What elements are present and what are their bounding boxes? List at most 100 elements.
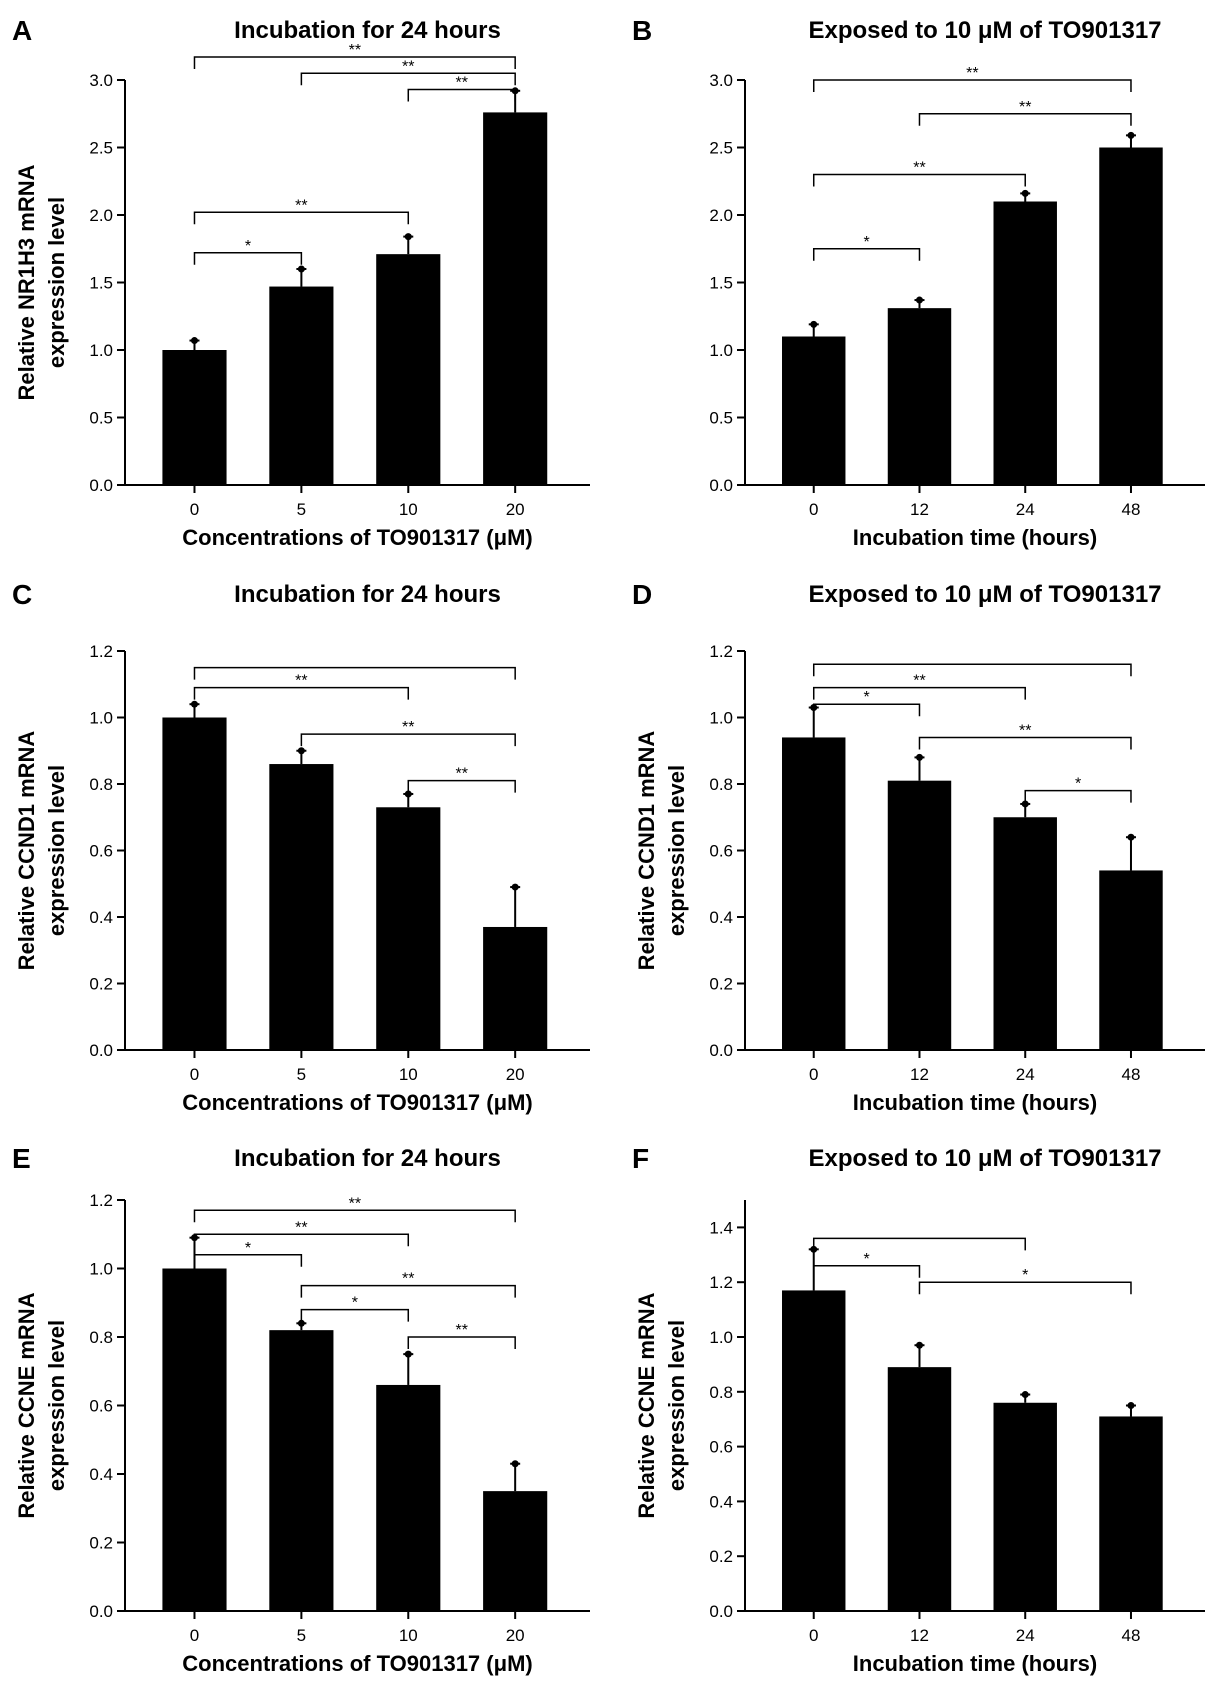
significance-bracket bbox=[812, 703, 921, 717]
significance-bracket bbox=[300, 72, 516, 86]
significance-bracket bbox=[918, 113, 1132, 126]
x-tick-label: 5 bbox=[297, 500, 306, 519]
error-dot bbox=[1127, 1402, 1135, 1409]
error-dot bbox=[404, 1350, 412, 1358]
y-axis-label: Relative CCND1 mRNA bbox=[634, 731, 659, 971]
chart-title: Exposed to 10 μM of TO901317 bbox=[808, 581, 1161, 608]
significance-bracket bbox=[300, 1308, 410, 1322]
y-tick-label: 1.0 bbox=[709, 1328, 733, 1347]
panel-letter: E bbox=[12, 1143, 31, 1174]
y-axis-label: Relative CCNE mRNA bbox=[14, 1292, 39, 1518]
significance-label: * bbox=[245, 1240, 251, 1257]
significance-label: ** bbox=[402, 58, 414, 75]
x-tick-label: 5 bbox=[297, 1065, 306, 1084]
significance-bracket bbox=[918, 736, 1132, 750]
y-axis-label: Relative NR1H3 mRNA bbox=[14, 164, 39, 400]
x-tick-label: 0 bbox=[190, 500, 199, 519]
y-tick-label: 0.5 bbox=[709, 409, 733, 428]
significance-bracket bbox=[812, 79, 1132, 92]
bar bbox=[887, 1367, 952, 1611]
error-dot bbox=[1127, 833, 1135, 841]
y-tick-label: 2.5 bbox=[709, 139, 733, 158]
x-tick-label: 0 bbox=[190, 1626, 199, 1645]
y-tick-label: 0.4 bbox=[89, 908, 113, 927]
y-tick-label: 1.2 bbox=[709, 642, 733, 661]
x-axis-label: Concentrations of TO901317 (μM) bbox=[182, 525, 532, 550]
y-tick-label: 0.0 bbox=[89, 1041, 113, 1060]
y-tick-label: 0.2 bbox=[89, 975, 113, 994]
x-tick-label: 24 bbox=[1016, 1626, 1035, 1645]
x-axis-label: Concentrations of TO901317 (μM) bbox=[182, 1090, 532, 1115]
significance-bracket bbox=[193, 686, 410, 700]
panel-d: D Exposed to 10 μM of TO901317 0.0 0.2 0.4 0.… bbox=[632, 579, 1205, 1115]
panel-letter: D bbox=[632, 579, 652, 610]
y-tick-label: 1.0 bbox=[709, 341, 733, 360]
x-tick-label: 20 bbox=[506, 1065, 525, 1084]
y-tick-label: 0.2 bbox=[89, 1534, 113, 1553]
bar bbox=[782, 1290, 846, 1611]
x-tick-label: 24 bbox=[1016, 1065, 1035, 1084]
bar bbox=[269, 286, 334, 485]
significance-label: ** bbox=[295, 197, 307, 214]
error-dot bbox=[915, 1341, 923, 1349]
error-dot bbox=[297, 1319, 305, 1327]
y-tick-label: 0.4 bbox=[89, 1465, 113, 1484]
y-tick-label: 0.8 bbox=[89, 1328, 113, 1347]
significance-label: ** bbox=[455, 74, 467, 91]
significance-label: ** bbox=[349, 42, 361, 59]
y-tick-label: 2.0 bbox=[709, 206, 733, 225]
error-dot bbox=[1127, 131, 1135, 139]
bar bbox=[162, 350, 227, 485]
panel-letter: B bbox=[632, 15, 652, 46]
error-dot bbox=[297, 265, 305, 273]
x-tick-label: 0 bbox=[809, 1626, 818, 1645]
error-dot bbox=[404, 233, 412, 241]
significance-bracket bbox=[407, 779, 516, 793]
y-tick-label: 0.8 bbox=[709, 1383, 733, 1402]
significance-label: ** bbox=[402, 719, 414, 736]
significance-label: ** bbox=[455, 1322, 467, 1339]
y-axis-label: Relative CCND1 mRNA bbox=[14, 731, 39, 971]
x-tick-label: 10 bbox=[399, 1626, 418, 1645]
significance-label: ** bbox=[295, 673, 307, 690]
bar bbox=[162, 717, 227, 1050]
bar bbox=[269, 1330, 334, 1611]
bar bbox=[376, 254, 441, 485]
y-tick-label: 0.6 bbox=[709, 842, 733, 861]
panel-c: C Incubation for 24 hours 0.0 0.2 0.4 0.6 0.8 1… bbox=[12, 579, 590, 1115]
x-tick-label: 20 bbox=[506, 1626, 525, 1645]
bar bbox=[162, 1268, 227, 1611]
chart-title: Incubation for 24 hours bbox=[234, 1145, 501, 1172]
significance-label: ** bbox=[966, 65, 978, 82]
bar bbox=[993, 201, 1057, 485]
panel-e: E Incubation for 24 hours 0.0 0.2 0.4 0.6 0.8 1… bbox=[12, 1143, 590, 1676]
bar bbox=[993, 817, 1057, 1050]
bar bbox=[483, 1491, 548, 1611]
y-tick-label: 0.8 bbox=[89, 775, 113, 794]
bar bbox=[993, 1402, 1057, 1611]
significance-bracket bbox=[812, 173, 1026, 187]
error-dot bbox=[190, 700, 198, 708]
significance-label: ** bbox=[295, 1219, 307, 1236]
x-tick-label: 48 bbox=[1122, 1065, 1141, 1084]
y-tick-label: 0.4 bbox=[709, 1492, 733, 1511]
significance-bracket bbox=[812, 1265, 921, 1278]
significance-bracket bbox=[193, 666, 516, 680]
bar bbox=[887, 780, 952, 1050]
panel-f: F Exposed to 10 μM of TO901317 0.0 0.2 0.4 0.… bbox=[632, 1143, 1205, 1676]
error-dot bbox=[915, 296, 923, 304]
y-tick-label: 0.6 bbox=[89, 1397, 113, 1416]
error-dot bbox=[915, 753, 923, 761]
panel-letter: A bbox=[12, 15, 32, 46]
y-tick-label: 1.2 bbox=[89, 1191, 113, 1210]
x-tick-label: 12 bbox=[910, 1065, 929, 1084]
significance-label: * bbox=[1075, 776, 1081, 793]
y-tick-label: 3.0 bbox=[89, 71, 113, 90]
y-axis-label: expression level bbox=[44, 765, 69, 936]
chart-title: Exposed to 10 μM of TO901317 bbox=[808, 1145, 1161, 1172]
x-tick-label: 5 bbox=[297, 1626, 306, 1645]
panel-b: B Exposed to 10 μM of TO901317 0.0 0.5 1.0 1.… bbox=[632, 15, 1205, 550]
bar bbox=[782, 737, 846, 1050]
error-dot bbox=[404, 790, 412, 798]
